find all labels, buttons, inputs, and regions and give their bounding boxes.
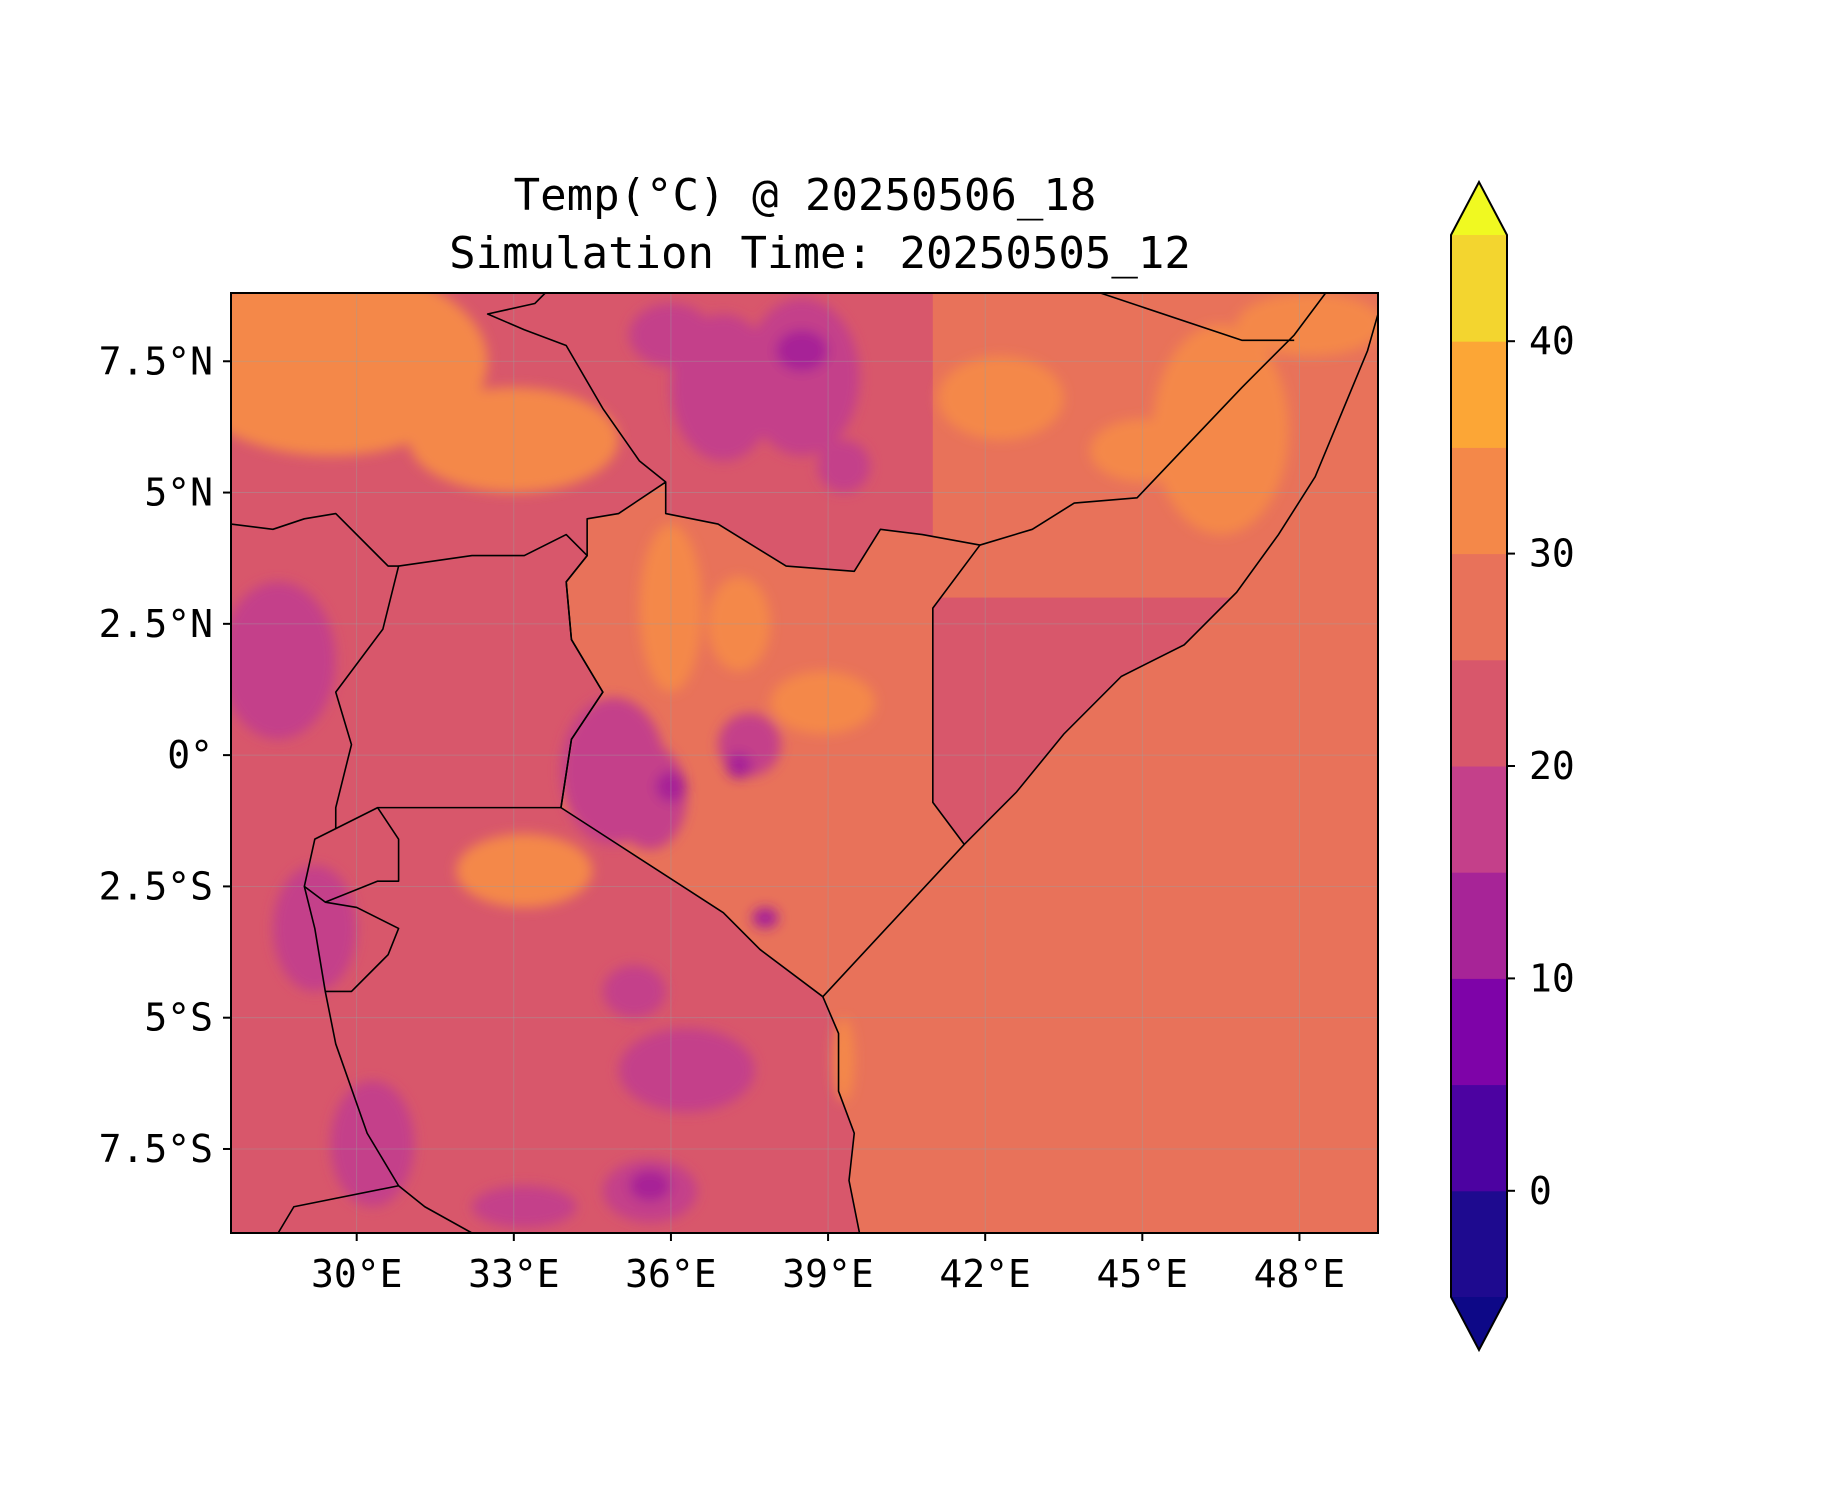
colorbar-band: [1451, 978, 1507, 1086]
lon-tick-label: 42°E: [939, 1252, 1031, 1296]
colorbar-tick-label: 40: [1529, 319, 1575, 363]
colorbar-outline: [1450, 179, 1508, 1353]
colorbar-band: [1451, 872, 1507, 979]
lat-tick-label: 7.5°S: [99, 1127, 213, 1171]
border-line-9: [1100, 293, 1295, 342]
border-line-8: [979, 293, 1327, 546]
colorbar-band: [1451, 766, 1507, 873]
cool-zone-27: [725, 752, 753, 779]
colorbar-band: [1451, 341, 1507, 448]
warm-zone-9: [456, 833, 593, 908]
temperature-zones: [231, 293, 1378, 1228]
cool-zone-25: [775, 329, 829, 372]
cool-zone-20: [471, 1185, 577, 1228]
colorbar-band: [1451, 1084, 1507, 1192]
cool-zone-23: [744, 298, 860, 456]
border-line-1: [334, 533, 604, 830]
longitude-ticks: 30°E 33°E 36°E 39°E 42°E 45°E 48°E: [311, 1233, 1345, 1296]
colorbar-tick-label: 30: [1529, 532, 1575, 576]
cool-zone-16: [602, 965, 666, 1018]
cool-zone-17: [618, 1028, 755, 1113]
colorbar-band: [1451, 447, 1507, 555]
country-borders: [231, 293, 1327, 1233]
border-line-7: [486, 293, 667, 483]
lon-tick-label: 45°E: [1097, 1252, 1189, 1296]
colorbar-tick-label: 10: [1529, 956, 1575, 1000]
colorbar-band: [1451, 1190, 1507, 1298]
lat-tick-label: 2.5°S: [99, 864, 213, 908]
colorbar-over-arrow: [1451, 182, 1507, 235]
latitude-ticks: 7.5°N 5°N 2.5°N 0° 2.5°S 5°S 7.5°S: [99, 339, 231, 1171]
cool-zone-28: [629, 1169, 671, 1202]
lon-tick-label: 48°E: [1254, 1252, 1346, 1296]
colorbar-bands: [1450, 179, 1508, 1353]
temperature-blobs: [231, 293, 1378, 1228]
ocean-temperature-field: [822, 314, 1378, 1233]
lat-tick-label: 5°N: [144, 471, 213, 515]
lon-tick-label: 36°E: [625, 1252, 717, 1296]
warm-zone-4: [770, 671, 876, 735]
border-line-3: [303, 807, 400, 903]
colorbar-tick-label: 0: [1529, 1169, 1552, 1213]
colorbar-tick-label: 20: [1529, 744, 1575, 788]
map-panel: 30°E 33°E 36°E 39°E 42°E 45°E 48°E 7.5°N 5°N 2.5…: [99, 292, 1379, 1296]
map-title-line1: Temp(°C) @ 20250506_18: [514, 170, 1097, 221]
map-frame: [230, 292, 1379, 1234]
cool-zone-14: [613, 744, 687, 850]
warm-zone-7: [1236, 293, 1378, 357]
coastline: [822, 313, 1378, 1233]
border-line-4: [303, 886, 400, 993]
colorbar-band: [1451, 553, 1507, 661]
lat-tick-label: 0°: [167, 733, 213, 777]
lat-tick-label: 7.5°N: [99, 339, 213, 383]
colorbar-band: [1451, 235, 1507, 342]
cool-zone-11: [231, 581, 336, 740]
lon-tick-label: 33°E: [468, 1252, 560, 1296]
border-line-5: [324, 991, 473, 1233]
border-line-6: [277, 1184, 399, 1233]
colorbar-band: [1451, 659, 1507, 767]
lon-tick-label: 30°E: [311, 1252, 403, 1296]
map-title-line2: Simulation Time: 20250505_12: [449, 228, 1191, 279]
cool-zone-19: [330, 1080, 415, 1207]
warm-zone-6: [1152, 324, 1289, 535]
lat-tick-label: 5°S: [144, 996, 213, 1040]
cool-zone-24: [817, 440, 870, 493]
colorbar-ticks: 0 10 20 30 40: [1507, 319, 1575, 1213]
border-line-2: [231, 512, 399, 567]
warm-zone-5: [938, 356, 1064, 441]
map-gridlines: [231, 293, 1378, 1233]
cool-zone-29: [752, 907, 779, 929]
colorbar-under-arrow: [1451, 1297, 1507, 1350]
colorbar: 0 10 20 30 40: [1450, 179, 1575, 1353]
lat-tick-label: 2.5°N: [99, 602, 213, 646]
lon-tick-label: 39°E: [782, 1252, 874, 1296]
